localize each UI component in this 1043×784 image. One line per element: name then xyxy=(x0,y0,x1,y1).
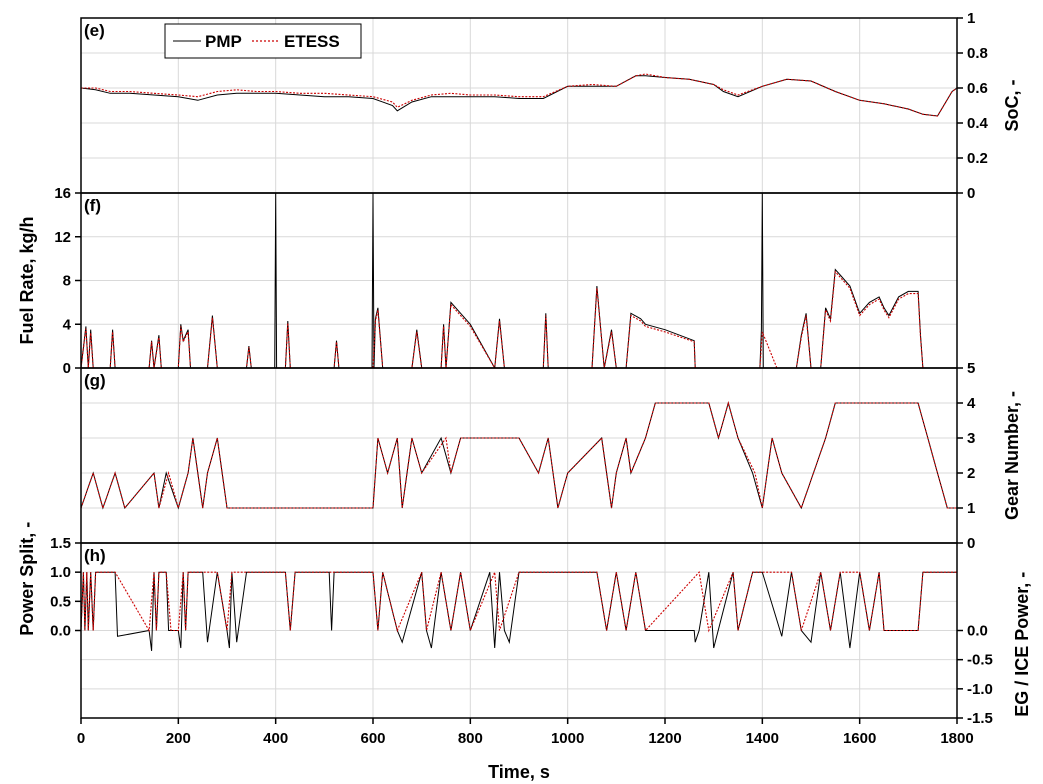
ytick-label-f-2: 8 xyxy=(63,273,71,290)
series-e-pmp xyxy=(81,75,957,117)
ytick-label-h-right-2: -0.5 xyxy=(967,652,993,669)
series-g-pmp xyxy=(81,401,957,510)
xtick-label-2: 400 xyxy=(263,730,288,747)
xtick-label-0: 0 xyxy=(77,730,85,747)
series-f-etess xyxy=(81,270,957,368)
xtick-label-4: 800 xyxy=(458,730,483,747)
series-layer xyxy=(81,73,957,651)
ytick-label-f-1: 4 xyxy=(63,316,72,333)
series-g-etess xyxy=(81,400,957,511)
ytick-label-h-2: 1.0 xyxy=(50,564,71,581)
y-axis-label-e: SoC, - xyxy=(1002,79,1022,131)
series-h-pmp xyxy=(81,571,957,651)
xtick-label-5: 1000 xyxy=(551,730,584,747)
y-axis-label-f: Fuel Rate, kg/h xyxy=(17,216,37,344)
panel-tag-e: (e) xyxy=(84,21,105,40)
y-axis-label-g: Gear Number, - xyxy=(1002,391,1022,520)
ytick-label-f-4: 16 xyxy=(54,185,71,202)
y-axis-label-right-h: EG / ICE Power, - xyxy=(1012,572,1032,717)
series-h-etess xyxy=(81,570,957,633)
ytick-label-g-3: 3 xyxy=(967,430,975,447)
panel-tag-f: (f) xyxy=(84,196,101,215)
ytick-label-e-5: 1 xyxy=(967,10,975,27)
series-e-etess xyxy=(81,73,957,117)
ytick-label-g-2: 2 xyxy=(967,465,975,482)
xtick-label-7: 1400 xyxy=(746,730,779,747)
ytick-label-e-0: 0 xyxy=(967,185,975,202)
ytick-label-h-0: 0.0 xyxy=(50,623,71,640)
legend-label-pmp: PMP xyxy=(205,32,242,51)
ytick-label-h-right-0: -1.5 xyxy=(967,710,993,727)
ytick-label-e-2: 0.4 xyxy=(967,115,989,132)
legend: PMP ETESS xyxy=(164,23,362,59)
tick-layer: 00.20.40.60.8104812160123450.00.51.01.5-… xyxy=(50,10,993,747)
xtick-label-8: 1600 xyxy=(843,730,876,747)
xtick-label-3: 600 xyxy=(360,730,385,747)
ytick-label-e-3: 0.6 xyxy=(967,80,988,97)
ytick-label-h-1: 0.5 xyxy=(50,593,71,610)
ytick-label-h-right-3: 0.0 xyxy=(967,623,988,640)
label-layer: (e) SoC, - (f) Fuel Rate, kg/h (g) Gear Numbe… xyxy=(17,21,1032,717)
xtick-label-1: 200 xyxy=(166,730,191,747)
panel-tag-h: (h) xyxy=(84,546,106,565)
legend-label-etess: ETESS xyxy=(284,32,340,51)
ytick-label-g-4: 4 xyxy=(967,395,976,412)
ytick-label-h-3: 1.5 xyxy=(50,535,71,552)
ytick-label-g-1: 1 xyxy=(967,500,975,517)
xtick-label-9: 1800 xyxy=(940,730,973,747)
ytick-label-g-0: 0 xyxy=(967,535,975,552)
y-axis-label-h: Power Split, - xyxy=(17,522,37,636)
panel-tag-g: (g) xyxy=(84,371,106,390)
ytick-label-e-1: 0.2 xyxy=(967,150,988,167)
ytick-label-f-3: 12 xyxy=(54,229,71,246)
xtick-label-6: 1200 xyxy=(648,730,681,747)
ytick-label-f-0: 0 xyxy=(63,360,71,377)
x-axis-label: Time, s xyxy=(488,762,550,782)
ytick-label-e-4: 0.8 xyxy=(967,45,988,62)
ytick-label-g-5: 5 xyxy=(967,360,975,377)
ytick-label-h-right-1: -1.0 xyxy=(967,681,993,698)
